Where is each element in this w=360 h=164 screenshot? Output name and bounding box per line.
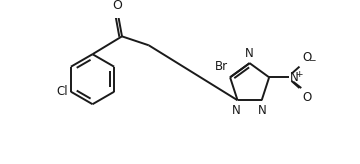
Text: O: O: [113, 0, 122, 12]
Text: −: −: [309, 55, 316, 64]
Text: N: N: [290, 71, 298, 84]
Text: O: O: [302, 51, 311, 64]
Text: +: +: [296, 70, 303, 79]
Text: O: O: [302, 91, 311, 104]
Text: Cl: Cl: [57, 85, 68, 98]
Text: N: N: [245, 47, 254, 60]
Text: Br: Br: [215, 60, 228, 73]
Text: N: N: [258, 104, 267, 117]
Text: N: N: [232, 104, 241, 117]
